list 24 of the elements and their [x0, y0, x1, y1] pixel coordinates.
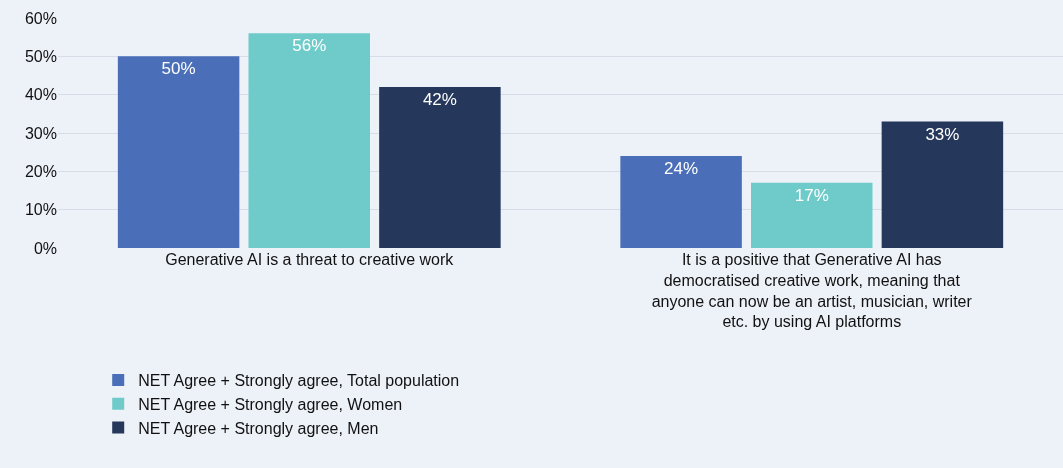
y-tick-label: 30% [24, 124, 57, 142]
legend-label: NET Agree + Strongly agree, Total population [138, 372, 460, 390]
x-tick-label: It is a positive that Generative AI has democratised creative work, meaning that anyone can now be an artist, musician, writer etc. by using AI platforms [651, 251, 973, 331]
y-tick-label: 20% [24, 162, 57, 180]
bar [117, 56, 240, 248]
legend-label: NET Agree + Strongly agree, Men [138, 419, 379, 437]
x-tick-label: Generative AI is a threat to creative work [165, 251, 455, 268]
y-tick-label: 50% [24, 47, 57, 65]
data-label: 50% [161, 59, 196, 79]
y-tick-label: 0% [33, 239, 57, 257]
bar [751, 182, 873, 248]
data-label: 24% [664, 159, 699, 178]
data-label: 17% [794, 185, 829, 205]
data-label: 33% [925, 124, 960, 144]
data-label: 42% [422, 90, 457, 109]
bar [248, 33, 370, 248]
bar [881, 121, 1004, 248]
y-tick-label: 40% [24, 86, 57, 104]
legend-label: NET Agree + Strongly agree, Women [138, 395, 403, 413]
data-label: 56% [292, 36, 327, 56]
bar [620, 156, 742, 248]
y-tick-label: 60% [24, 9, 57, 27]
bar [379, 87, 501, 248]
y-tick-label: 10% [24, 201, 57, 219]
